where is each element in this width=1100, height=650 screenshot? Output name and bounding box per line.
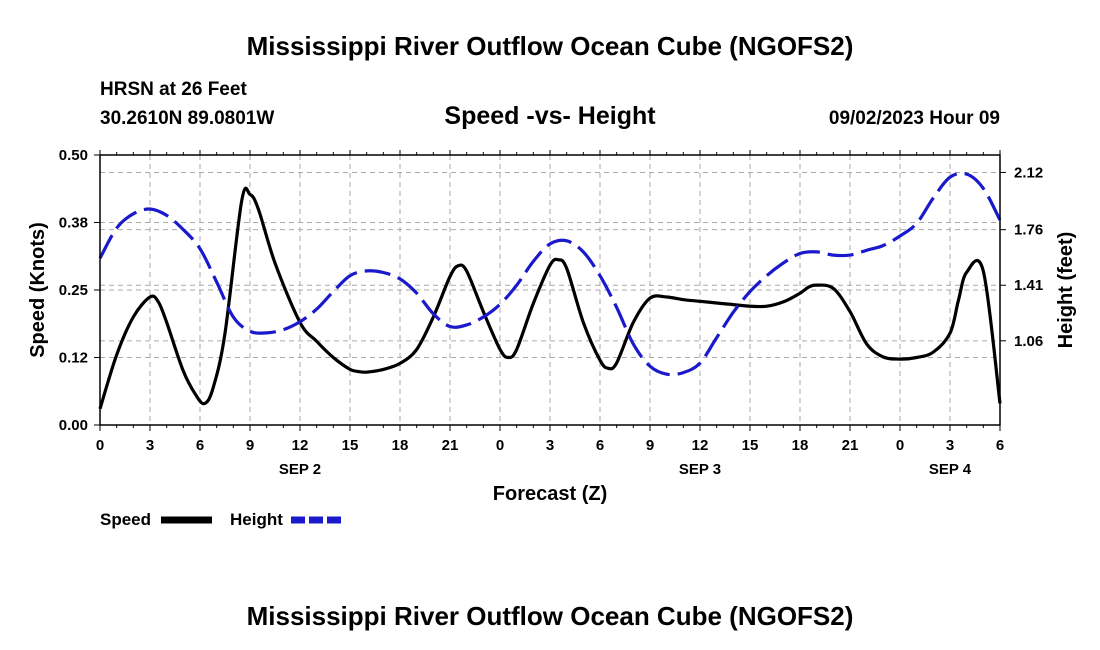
date-label: SEP 2 [279, 461, 321, 478]
x-tick-label: 3 [146, 437, 154, 454]
legend-speed-label: Speed [100, 510, 151, 529]
y-right-tick-label: 1.41 [1014, 277, 1043, 294]
station-label: HRSN at 26 Feet [100, 79, 247, 100]
series-lines [98, 171, 1002, 410]
x-tick-label: 9 [646, 437, 654, 454]
x-tick-label: 6 [996, 437, 1004, 454]
y-tick-label: 0.12 [59, 350, 88, 367]
chart-subtitle: Speed -vs- Height [444, 102, 656, 130]
y-tick-label: 0.00 [59, 417, 88, 434]
x-tick-label: 15 [342, 437, 359, 454]
date-labels: SEP 2 SEP 3 SEP 4 [279, 461, 972, 478]
footer-title: Mississippi River Outflow Ocean Cube (NG… [247, 601, 854, 631]
x-axis-ticks: 0 3 6 9 12 15 18 21 0 3 6 9 12 15 18 21 0 3 6 [96, 150, 1004, 454]
y-axis-ticks: 0.00 0.12 0.25 0.38 0.50 [59, 147, 100, 434]
x-tick-label: 21 [442, 437, 459, 454]
x-axis-label: Forecast (Z) [493, 483, 607, 505]
x-tick-label: 0 [496, 437, 504, 454]
x-tick-label: 18 [792, 437, 809, 454]
grid-lines [100, 154, 1000, 425]
date-label: SEP 3 [679, 461, 721, 478]
x-tick-label: 3 [546, 437, 554, 454]
x-tick-label: 0 [96, 437, 104, 454]
y-tick-label: 0.50 [59, 147, 88, 164]
x-tick-label: 6 [596, 437, 604, 454]
x-tick-label: 12 [692, 437, 709, 454]
location-label: 30.2610N 89.0801W [100, 108, 274, 129]
y-right-tick-label: 1.76 [1014, 222, 1043, 239]
chart-title: Mississippi River Outflow Ocean Cube (NG… [247, 31, 854, 61]
x-tick-label: 9 [246, 437, 254, 454]
y-tick-label: 0.25 [59, 282, 88, 299]
date-label: SEP 4 [929, 461, 972, 478]
x-tick-label: 12 [292, 437, 309, 454]
series-line-speed [98, 186, 1002, 410]
x-tick-label: 15 [742, 437, 759, 454]
y-axis-label: Speed (Knots) [27, 222, 49, 358]
x-tick-label: 18 [392, 437, 409, 454]
y-right-tick-label: 2.12 [1014, 164, 1043, 181]
legend: Speed Height [100, 510, 342, 529]
x-tick-label: 21 [842, 437, 859, 454]
y-axis-right-ticks: 1.06 1.41 1.76 2.12 [1000, 164, 1043, 350]
y-right-tick-label: 1.06 [1014, 333, 1043, 350]
x-tick-label: 3 [946, 437, 954, 454]
series-line-height [98, 171, 1002, 377]
x-tick-label: 0 [896, 437, 904, 454]
x-tick-label: 6 [196, 437, 204, 454]
y-tick-label: 0.38 [59, 215, 88, 232]
legend-height-label: Height [230, 510, 283, 529]
y-axis-right-label: Height (feet) [1055, 232, 1077, 349]
timestamp-label: 09/02/2023 Hour 09 [829, 108, 1000, 129]
